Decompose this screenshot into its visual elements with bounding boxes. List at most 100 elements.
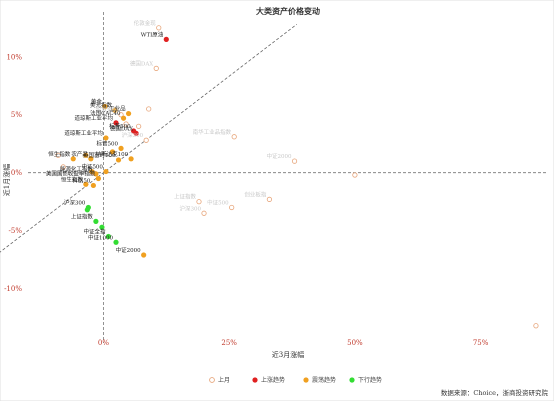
- x-tick-label: 25%: [221, 339, 237, 347]
- data-point: [133, 130, 139, 136]
- chart-title: 大类资产价格变动: [256, 6, 320, 16]
- data-point: [83, 181, 89, 187]
- point-label: 中证1000: [88, 233, 113, 241]
- y-axis-title: 近1月涨幅: [2, 164, 11, 196]
- data-point: [123, 121, 129, 127]
- point-label: 沪深300: [122, 131, 144, 139]
- data-point: [125, 110, 132, 117]
- data-point: [55, 152, 61, 158]
- point-label: 科创50: [72, 176, 90, 184]
- point-label: 标普500: [97, 139, 119, 147]
- data-point: [105, 233, 112, 240]
- point-label: 法国CAC40: [90, 109, 121, 117]
- legend-label: 下行趋势: [358, 376, 382, 384]
- legend-marker: [303, 377, 309, 383]
- data-point: [95, 175, 102, 182]
- point-label: 沪深300: [64, 198, 86, 206]
- point-label: 纳斯达克100: [96, 150, 129, 158]
- point-label: 中证500: [207, 198, 229, 206]
- data-point: [163, 36, 169, 42]
- point-label: 德国DAX: [110, 124, 133, 132]
- y-tick-label: -10%: [4, 285, 22, 293]
- point-label: WTI原油: [141, 30, 164, 38]
- data-point: [84, 207, 90, 213]
- point-label: 中证500: [81, 163, 103, 171]
- data-point: [533, 323, 539, 329]
- point-label: 能源化工指数: [60, 165, 94, 173]
- data-point: [93, 171, 99, 177]
- legend-marker: [209, 377, 215, 383]
- point-label: 恒生指数: [61, 175, 84, 183]
- legend-marker: [349, 377, 355, 383]
- point-label: 南华工业品指数: [193, 128, 232, 136]
- point-label: 美国国债收益率指数: [46, 170, 96, 178]
- point-label: 工业品: [109, 105, 126, 113]
- data-point: [113, 239, 119, 245]
- y-tick-label: 10%: [6, 53, 22, 61]
- data-point: [103, 168, 109, 175]
- data-point: [118, 112, 124, 118]
- point-label: 黄金: [91, 98, 103, 106]
- point-label: 标普500: [109, 122, 131, 130]
- legend: 上月 上涨趋势 震荡趋势 下行趋势: [209, 376, 382, 384]
- data-point: [266, 196, 272, 202]
- data-point: [70, 156, 76, 162]
- points-layer: [55, 25, 539, 329]
- data-point: [229, 204, 235, 211]
- point-label: 上证指数: [174, 193, 197, 201]
- data-point: [196, 199, 202, 205]
- data-point: [352, 172, 358, 178]
- data-point: [291, 158, 298, 164]
- labels-layer: 伦敦金现德国DAX伦敦金现沪深300南华工业品指数中证2000创业板指上证指数中…: [46, 19, 292, 254]
- y-tick-label: 0%: [11, 169, 22, 177]
- x-tick-label: 75%: [473, 339, 489, 347]
- data-point: [153, 65, 159, 71]
- point-label: 道琼斯工业平均: [64, 129, 103, 137]
- point-label: 上证指数: [71, 212, 94, 220]
- point-label: 沪深300: [180, 204, 202, 212]
- data-point: [109, 149, 116, 155]
- point-label: 恒生指数: [48, 150, 71, 158]
- legend-marker: [252, 377, 258, 383]
- data-point: [201, 210, 207, 216]
- data-point: [120, 115, 127, 121]
- point-label: 伦敦金现: [96, 106, 119, 114]
- legend-label: 上涨趋势: [261, 376, 285, 384]
- point-label: 创业板指: [244, 190, 267, 198]
- point-label: 农产品: [71, 150, 88, 158]
- point-label: 美元指数: [90, 101, 113, 109]
- data-point: [83, 152, 89, 158]
- data-point: [113, 120, 119, 126]
- data-point: [112, 107, 118, 113]
- source-note: 数据来源：Choice，浙商投资研究院: [441, 388, 549, 397]
- point-label: 道琼斯工业平均: [74, 114, 113, 122]
- data-point: [143, 137, 149, 143]
- x-tick-label: 0%: [98, 339, 109, 347]
- data-point: [115, 157, 122, 163]
- data-point: [99, 224, 105, 230]
- data-point: [89, 168, 95, 175]
- point-label: 伦敦金现: [134, 19, 157, 27]
- x-tick-label: 50%: [347, 339, 363, 347]
- data-point: [90, 182, 96, 189]
- point-label: 中证2000: [116, 246, 141, 254]
- data-point: [231, 134, 237, 140]
- data-point: [128, 156, 134, 162]
- data-point: [146, 106, 152, 112]
- data-point: [141, 252, 147, 258]
- data-point: [118, 145, 124, 151]
- point-label: 中证全指: [83, 227, 106, 235]
- y-tick-label: 5%: [11, 111, 22, 119]
- data-point: [93, 218, 99, 224]
- point-label: 中证2000: [267, 152, 292, 160]
- data-point: [103, 135, 109, 141]
- data-point: [60, 164, 66, 170]
- point-label: 英国富时100: [83, 151, 116, 159]
- data-point: [136, 123, 142, 129]
- legend-label: 上月: [218, 376, 230, 384]
- legend-label: 震荡趋势: [312, 376, 336, 384]
- data-point: [156, 25, 162, 31]
